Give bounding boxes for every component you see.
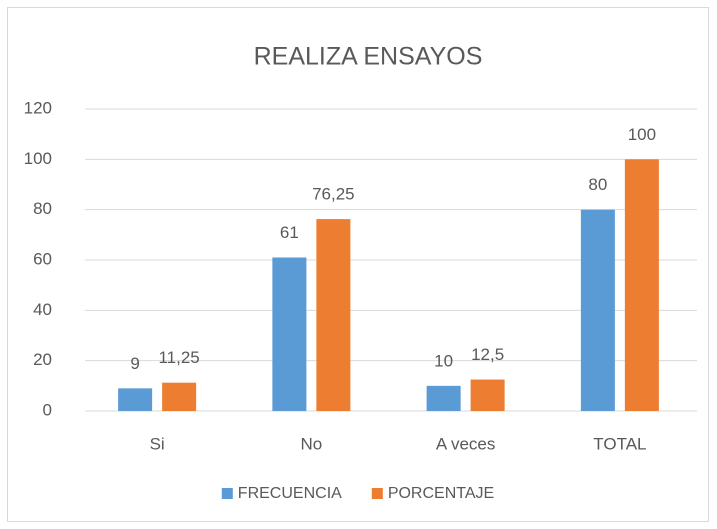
- y-tick-label: 0: [43, 400, 52, 419]
- value-label: 100: [628, 125, 656, 144]
- bar: [118, 388, 153, 411]
- y-tick-label: 100: [24, 149, 52, 168]
- value-label: 11,25: [158, 348, 199, 367]
- value-label: 76,25: [312, 185, 355, 204]
- y-tick-label: 20: [33, 350, 52, 369]
- bar: [316, 219, 351, 411]
- y-tick-label: 60: [33, 249, 52, 268]
- bar: [162, 382, 197, 411]
- bar: [624, 159, 659, 411]
- x-tick-label: TOTAL: [593, 434, 646, 453]
- legend-label: FRECUENCIA: [238, 485, 342, 502]
- legend-label: PORCENTAJE: [388, 485, 494, 502]
- legend-swatch: [371, 488, 383, 499]
- value-label: 12,5: [471, 345, 504, 364]
- value-label: 9: [130, 354, 139, 373]
- bar: [580, 209, 615, 411]
- value-label: 61: [280, 223, 299, 242]
- bar: [426, 385, 461, 411]
- y-tick-label: 80: [33, 199, 52, 218]
- value-label: 10: [434, 351, 453, 370]
- x-tick-label: No: [301, 434, 323, 453]
- value-label: 80: [588, 175, 607, 194]
- x-tick-label: A veces: [436, 434, 496, 453]
- legend-swatch: [221, 488, 233, 499]
- chart-title: REALIZA ENSAYOS: [254, 43, 483, 71]
- bar: [272, 257, 307, 411]
- y-tick-label: 120: [24, 98, 52, 117]
- x-tick-label: Si: [150, 434, 165, 453]
- bar: [470, 379, 505, 411]
- y-tick-label: 40: [33, 300, 52, 319]
